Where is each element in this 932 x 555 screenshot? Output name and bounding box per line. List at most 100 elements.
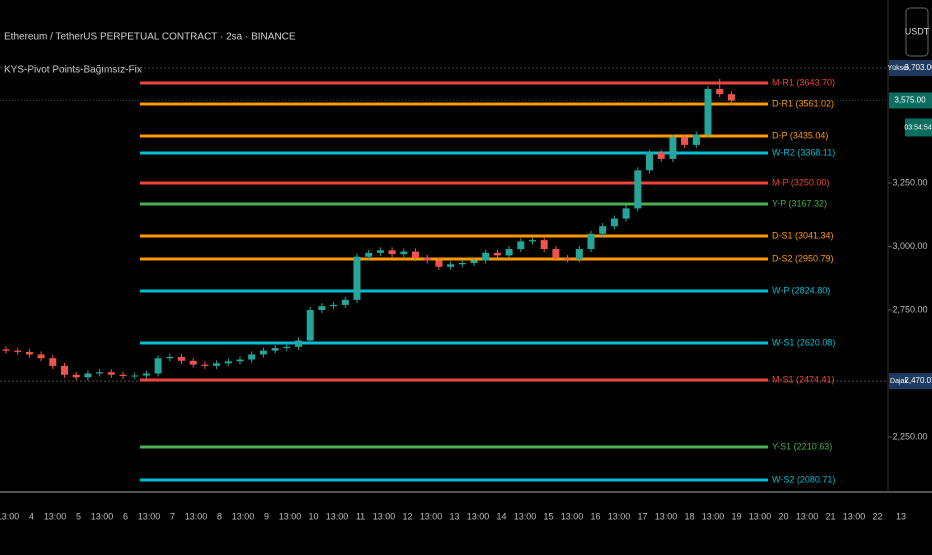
x-tick-label: 8: [217, 511, 222, 521]
x-tick-label: 14: [496, 511, 506, 521]
candle-body: [166, 356, 174, 359]
x-tick-label: 13:00: [467, 511, 490, 521]
x-tick-label: 13:00: [326, 511, 349, 521]
candle-body: [646, 152, 653, 171]
candle-body: [482, 252, 490, 261]
candle-body: [622, 208, 630, 219]
candle-body: [599, 226, 607, 234]
candle-body: [681, 137, 689, 145]
x-tick-label: 9: [264, 511, 269, 521]
y-tick-label: 2,750.00: [892, 304, 927, 314]
x-tick-label: 13: [896, 511, 906, 521]
candle-body: [72, 374, 80, 378]
candle-body: [61, 365, 68, 375]
x-tick-label: 15: [543, 511, 553, 521]
countdown: 03:54:54: [904, 124, 931, 131]
x-tick-label: 13:00: [44, 511, 67, 521]
candle-body: [25, 351, 33, 355]
pivot-label: W-P (2824.80): [772, 285, 830, 295]
x-tick-label: 13:00: [0, 511, 19, 521]
x-tick-label: 13:00: [749, 511, 772, 521]
x-tick-label: 13:00: [843, 511, 866, 521]
x-tick-label: 6: [123, 511, 128, 521]
candle-body: [49, 358, 57, 366]
candle-body: [236, 359, 244, 362]
currency-button[interactable]: [905, 7, 929, 57]
candle-body: [142, 373, 150, 376]
candle-body: [119, 374, 127, 377]
low-badge-value: 2,470.07: [904, 376, 932, 385]
x-tick-label: 17: [637, 511, 647, 521]
x-tick-label: 19: [731, 511, 741, 521]
candle-body: [657, 152, 665, 159]
candle-body: [295, 340, 302, 347]
candle-body: [353, 256, 361, 300]
candle-body: [692, 134, 700, 145]
low-badge-name-bg: [889, 373, 909, 390]
candle-body: [412, 251, 419, 258]
x-tick-label: 13:00: [232, 511, 255, 521]
x-tick-label: 5: [76, 511, 81, 521]
candle-body: [716, 89, 724, 95]
high-badge-name-bg: [889, 59, 909, 76]
candle-body: [259, 350, 267, 355]
candle-body: [587, 233, 595, 250]
pivot-label: W-S2 (2080.71): [772, 474, 835, 484]
candle-body: [458, 263, 466, 265]
candle-body: [96, 372, 104, 374]
high-badge-name: Yüksek: [888, 65, 911, 72]
x-tick-label: 11: [356, 511, 365, 521]
y-tick-label: 3,250.00: [892, 177, 927, 187]
candle-body: [552, 249, 560, 258]
last-price-badge-bg: [889, 92, 932, 109]
pivot-label: D-S2 (2950.79): [772, 253, 834, 263]
pivot-label: D-S1 (3041.34): [772, 230, 834, 240]
candle-body: [189, 360, 197, 365]
candle-body: [330, 304, 338, 307]
pivot-label: W-S1 (2620.08): [772, 337, 835, 347]
pivot-label: Y-S1 (2210.63): [772, 441, 832, 451]
candle-body: [154, 358, 162, 374]
last-price-badge-value: 3,575.00: [894, 96, 926, 105]
candle-body: [283, 346, 291, 349]
x-tick-label: 13:00: [138, 511, 161, 521]
y-tick-label: 3,000.00: [892, 241, 927, 251]
x-tick-label: 22: [872, 511, 882, 521]
pivot-label: M-S1 (2474.41): [772, 374, 835, 384]
candle-body: [727, 94, 735, 101]
candle-body: [248, 354, 256, 360]
x-tick-label: 12: [402, 511, 412, 521]
low-badge-name: Dajak: [890, 378, 908, 385]
x-tick-label: 13:00: [561, 511, 584, 521]
candle-body: [213, 363, 221, 366]
x-tick-label: 13:00: [185, 511, 208, 521]
candle-body: [131, 375, 139, 377]
candle-body: [318, 306, 326, 310]
x-tick-label: 21: [825, 511, 835, 521]
candle-body: [423, 257, 431, 261]
candle-body: [341, 299, 349, 305]
x-tick-label: 10: [308, 511, 318, 521]
x-tick-label: 13:00: [796, 511, 819, 521]
pivot-label: D-R1 (3561.02): [772, 98, 834, 108]
candle-body: [575, 249, 583, 260]
pivot-label: D-P (3435.04): [772, 130, 828, 140]
candle-body: [107, 372, 115, 375]
candle-body: [634, 170, 642, 209]
candle-body: [435, 260, 443, 267]
candle-body: [178, 356, 185, 361]
high-badge-bg: [909, 59, 932, 76]
candle-body: [564, 257, 572, 260]
x-tick-label: 4: [29, 511, 34, 521]
candle-body: [2, 349, 10, 351]
pivot-label: M-R1 (3643.70): [772, 77, 835, 87]
chart-title: Ethereum / TetherUS PERPETUAL CONTRACT ·…: [4, 32, 296, 43]
candle-body: [306, 309, 314, 341]
candle-body: [610, 218, 618, 227]
candle-body: [704, 89, 712, 135]
candle-body: [224, 361, 232, 364]
x-tick-label: 13: [449, 511, 459, 521]
